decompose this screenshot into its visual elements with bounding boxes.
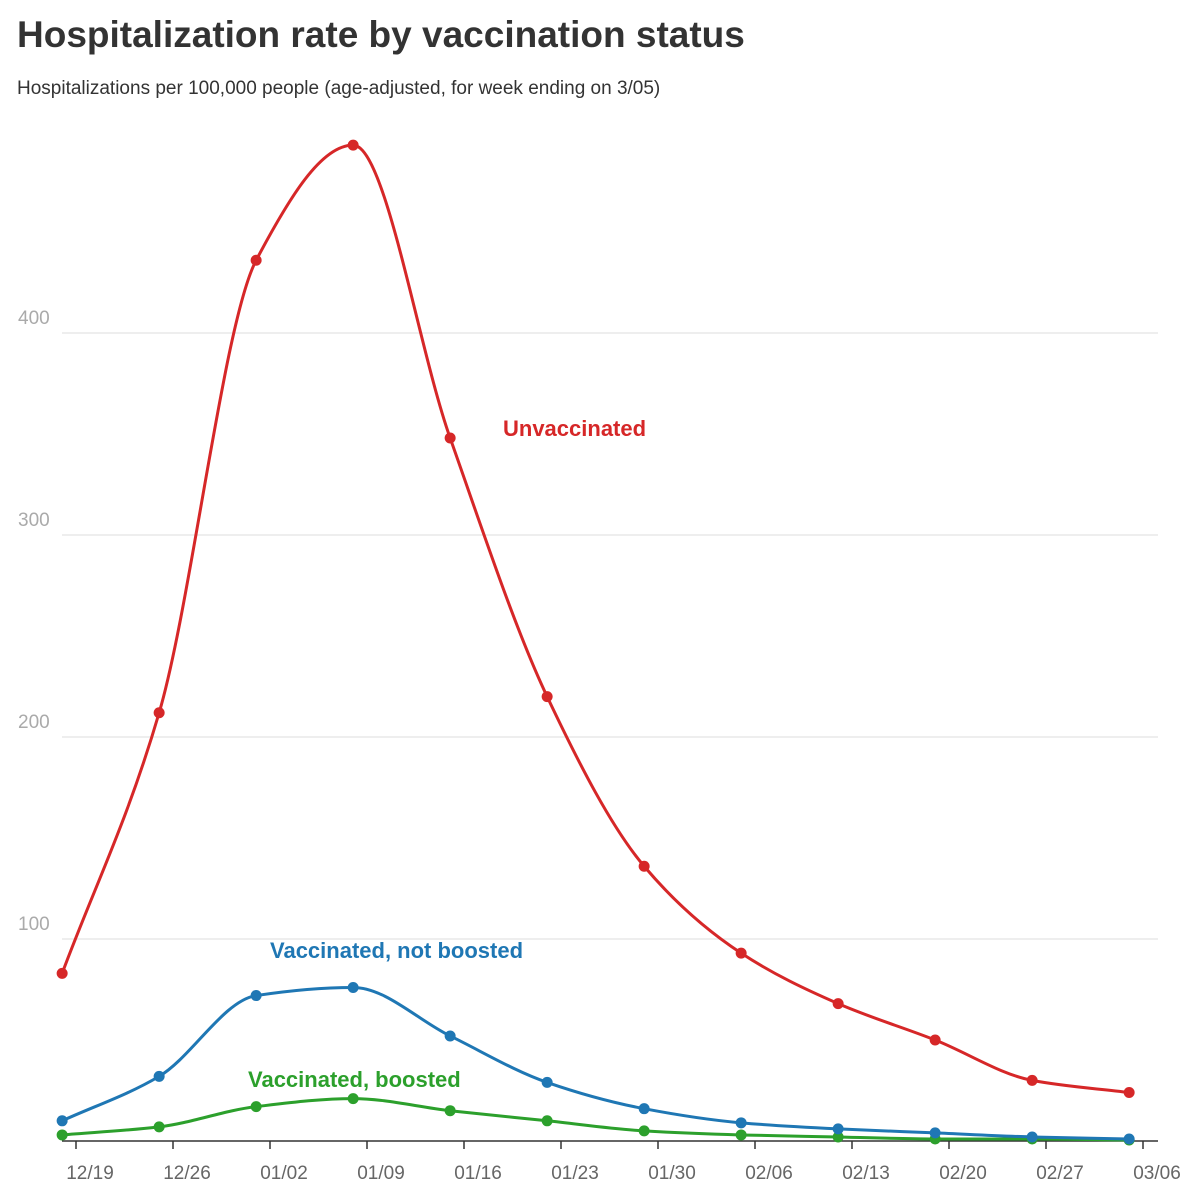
x-tick-label: 03/06 bbox=[1133, 1163, 1181, 1184]
data-point[interactable] bbox=[638, 1125, 650, 1137]
x-tick-label: 12/19 bbox=[66, 1163, 114, 1184]
x-tick-label: 12/26 bbox=[163, 1163, 211, 1184]
series-line-unvaccinated bbox=[60, 143, 1130, 1095]
series-vaccinated-not-boosted bbox=[56, 981, 1135, 1145]
data-point[interactable] bbox=[929, 1127, 941, 1139]
data-point[interactable] bbox=[250, 1101, 262, 1113]
x-tick-label: 01/02 bbox=[260, 1163, 308, 1184]
data-point[interactable] bbox=[832, 1123, 844, 1135]
data-point[interactable] bbox=[832, 998, 844, 1010]
data-point[interactable] bbox=[1123, 1087, 1135, 1099]
data-point[interactable] bbox=[347, 981, 359, 993]
y-tick-label: 200 bbox=[18, 712, 50, 733]
chart-title: Hospitalization rate by vaccination stat… bbox=[17, 14, 745, 55]
y-tick-label: 300 bbox=[18, 510, 50, 531]
series-labels: Unvaccinated Vaccinated, not boosted Vacci… bbox=[248, 416, 646, 1092]
data-point[interactable] bbox=[153, 1121, 165, 1133]
x-axis: 12/19 12/26 01/02 01/09 01/16 01/23 01/30 02/06… bbox=[62, 1140, 1181, 1184]
series-label-vaccinated-boosted: Vaccinated, boosted bbox=[248, 1067, 461, 1092]
chart-subtitle: Hospitalizations per 100,000 people (age… bbox=[17, 78, 661, 99]
data-point[interactable] bbox=[1026, 1131, 1038, 1143]
x-tick-label: 02/06 bbox=[745, 1163, 793, 1184]
data-point[interactable] bbox=[735, 1117, 747, 1129]
data-point[interactable] bbox=[153, 1070, 165, 1082]
x-tick-label: 02/13 bbox=[842, 1163, 890, 1184]
x-tick-label: 02/27 bbox=[1036, 1163, 1084, 1184]
data-point[interactable] bbox=[347, 1093, 359, 1105]
data-point[interactable] bbox=[347, 139, 359, 151]
series-lines bbox=[56, 139, 1135, 1146]
data-point[interactable] bbox=[444, 432, 456, 444]
x-tick-label: 02/20 bbox=[939, 1163, 987, 1184]
x-tick-label: 01/23 bbox=[551, 1163, 599, 1184]
data-point[interactable] bbox=[153, 707, 165, 719]
x-tick-label: 01/09 bbox=[357, 1163, 405, 1184]
x-tick-label: 01/30 bbox=[648, 1163, 696, 1184]
data-point[interactable] bbox=[444, 1105, 456, 1117]
series-label-vaccinated-not-boosted: Vaccinated, not boosted bbox=[270, 938, 523, 963]
series-line-vaccinated-boosted bbox=[62, 1097, 1130, 1142]
data-point[interactable] bbox=[56, 967, 68, 979]
data-point[interactable] bbox=[1026, 1074, 1038, 1086]
grid-lines: 100 200 300 400 bbox=[18, 308, 1158, 940]
data-point[interactable] bbox=[1123, 1133, 1135, 1145]
data-point[interactable] bbox=[541, 1115, 553, 1127]
data-point[interactable] bbox=[541, 1076, 553, 1088]
x-tick-label: 01/16 bbox=[454, 1163, 502, 1184]
y-tick-label: 400 bbox=[18, 308, 50, 329]
data-point[interactable] bbox=[250, 990, 262, 1002]
y-tick-label: 100 bbox=[18, 914, 50, 935]
data-point[interactable] bbox=[929, 1034, 941, 1046]
series-label-unvaccinated: Unvaccinated bbox=[503, 416, 646, 441]
data-point[interactable] bbox=[444, 1030, 456, 1042]
data-point[interactable] bbox=[735, 947, 747, 959]
data-point[interactable] bbox=[832, 1131, 844, 1143]
data-point[interactable] bbox=[56, 1129, 68, 1141]
data-point[interactable] bbox=[250, 254, 262, 266]
data-point[interactable] bbox=[735, 1129, 747, 1141]
series-line-vaccinated-not-boosted bbox=[61, 985, 1130, 1141]
series-vaccinated-boosted bbox=[56, 1093, 1135, 1146]
data-point[interactable] bbox=[56, 1115, 68, 1127]
series-unvaccinated bbox=[56, 139, 1135, 1099]
data-point[interactable] bbox=[638, 1103, 650, 1115]
data-point[interactable] bbox=[541, 691, 553, 703]
data-point[interactable] bbox=[638, 860, 650, 872]
